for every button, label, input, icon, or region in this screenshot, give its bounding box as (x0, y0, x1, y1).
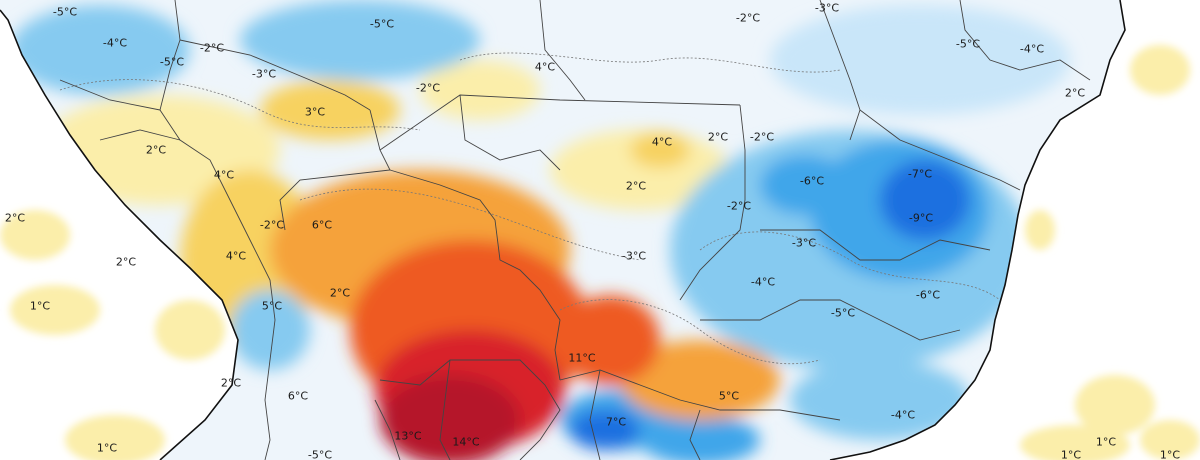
offshore-anomalies (0, 45, 1200, 460)
political-borders (59, 0, 1091, 460)
temperature-field (10, 0, 1070, 460)
coastline (0, 0, 1126, 460)
